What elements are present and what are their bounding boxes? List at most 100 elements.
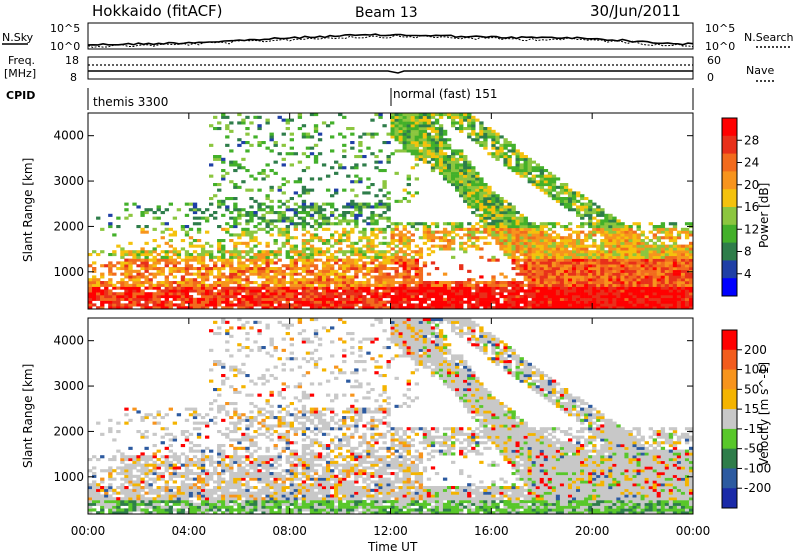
power-cell	[430, 124, 436, 128]
power-cell	[455, 300, 460, 304]
power-cell	[483, 188, 488, 192]
power-cell	[612, 216, 617, 220]
power-cell	[612, 297, 617, 301]
power-cell	[519, 216, 524, 220]
power-cell	[394, 295, 399, 299]
power-cell	[229, 163, 234, 167]
power-cell	[382, 255, 387, 259]
power-cell	[386, 191, 391, 195]
power-cell	[374, 250, 379, 254]
power-cell	[527, 289, 532, 293]
power-cell	[116, 244, 121, 248]
power-cell	[616, 230, 621, 234]
power-cell	[580, 194, 585, 198]
power-cell	[378, 227, 383, 231]
power-cell	[390, 300, 395, 304]
power-cell	[438, 244, 444, 248]
power-cell	[245, 115, 250, 119]
power-cell	[471, 180, 476, 184]
power-cell	[455, 174, 460, 178]
power-cell	[225, 278, 230, 282]
power-cell	[483, 303, 488, 307]
velocity-cell	[108, 427, 113, 431]
power-cell	[515, 219, 520, 223]
power-cell	[430, 250, 436, 254]
power-cell	[253, 261, 258, 265]
power-cell	[281, 278, 286, 282]
velocity-cell	[124, 469, 129, 473]
power-cell	[507, 211, 512, 215]
power-cell	[414, 157, 420, 161]
power-cell	[491, 275, 496, 279]
power-cell	[325, 258, 331, 262]
cpid-label: CPID	[6, 89, 35, 102]
power-cell	[374, 194, 379, 198]
power-cell	[362, 306, 367, 310]
power-cell	[358, 230, 363, 234]
velocity-cell	[128, 491, 133, 495]
power-cell	[588, 275, 593, 279]
power-cell	[684, 253, 690, 257]
power-cell	[140, 211, 145, 215]
power-cell	[519, 250, 524, 254]
power-cell	[519, 169, 524, 173]
power-cell	[459, 241, 464, 245]
power-cell	[652, 255, 657, 259]
power-cell	[471, 227, 476, 231]
power-cell	[342, 135, 347, 139]
power-cell	[148, 272, 153, 276]
power-cell	[543, 183, 549, 187]
power-cell	[362, 261, 367, 265]
power-cell	[213, 155, 218, 159]
power-cell	[515, 241, 520, 245]
power-cell	[475, 135, 480, 139]
power-cell	[116, 216, 121, 220]
velocity-cell	[132, 505, 137, 509]
power-cell	[172, 295, 178, 299]
power-cell	[612, 222, 617, 226]
power-cell	[467, 303, 472, 307]
power-cell	[507, 255, 512, 259]
power-cell	[576, 253, 581, 257]
power-cell	[334, 289, 339, 293]
power-cell	[551, 292, 557, 296]
power-cell	[297, 283, 303, 287]
power-cell	[221, 281, 226, 285]
power-cell	[334, 160, 339, 164]
power-cell	[128, 297, 133, 301]
power-cell	[402, 127, 407, 131]
power-cell	[317, 211, 323, 215]
power-cell	[543, 295, 549, 299]
power-cell	[281, 163, 286, 167]
power-cell	[265, 219, 270, 223]
power-cell	[354, 253, 359, 257]
power-cell	[640, 278, 645, 282]
power-cell	[313, 278, 319, 282]
power-cell	[588, 253, 593, 257]
velocity-cell	[108, 508, 113, 512]
velocity-cell	[160, 511, 165, 515]
power-cell	[374, 202, 379, 206]
power-cell	[406, 264, 411, 268]
velocity-cell	[172, 497, 178, 501]
power-cell	[511, 306, 516, 310]
power-cell	[491, 300, 496, 304]
power-cell	[572, 247, 577, 251]
power-cell	[382, 141, 387, 145]
power-cell	[467, 169, 472, 173]
power-cell	[483, 197, 488, 201]
power-cell	[221, 177, 226, 181]
power-cell	[374, 269, 379, 273]
power-cell	[148, 208, 153, 212]
power-cell	[414, 289, 420, 293]
power-cell	[640, 272, 645, 276]
power-cell	[237, 297, 242, 301]
power-cell	[471, 185, 476, 189]
power-cell	[604, 269, 609, 273]
power-cell	[636, 244, 641, 248]
velocity-cell	[152, 511, 157, 515]
power-cell	[414, 281, 420, 285]
power-cell	[616, 219, 621, 223]
velocity-cell	[128, 477, 133, 481]
power-cell	[628, 247, 633, 251]
